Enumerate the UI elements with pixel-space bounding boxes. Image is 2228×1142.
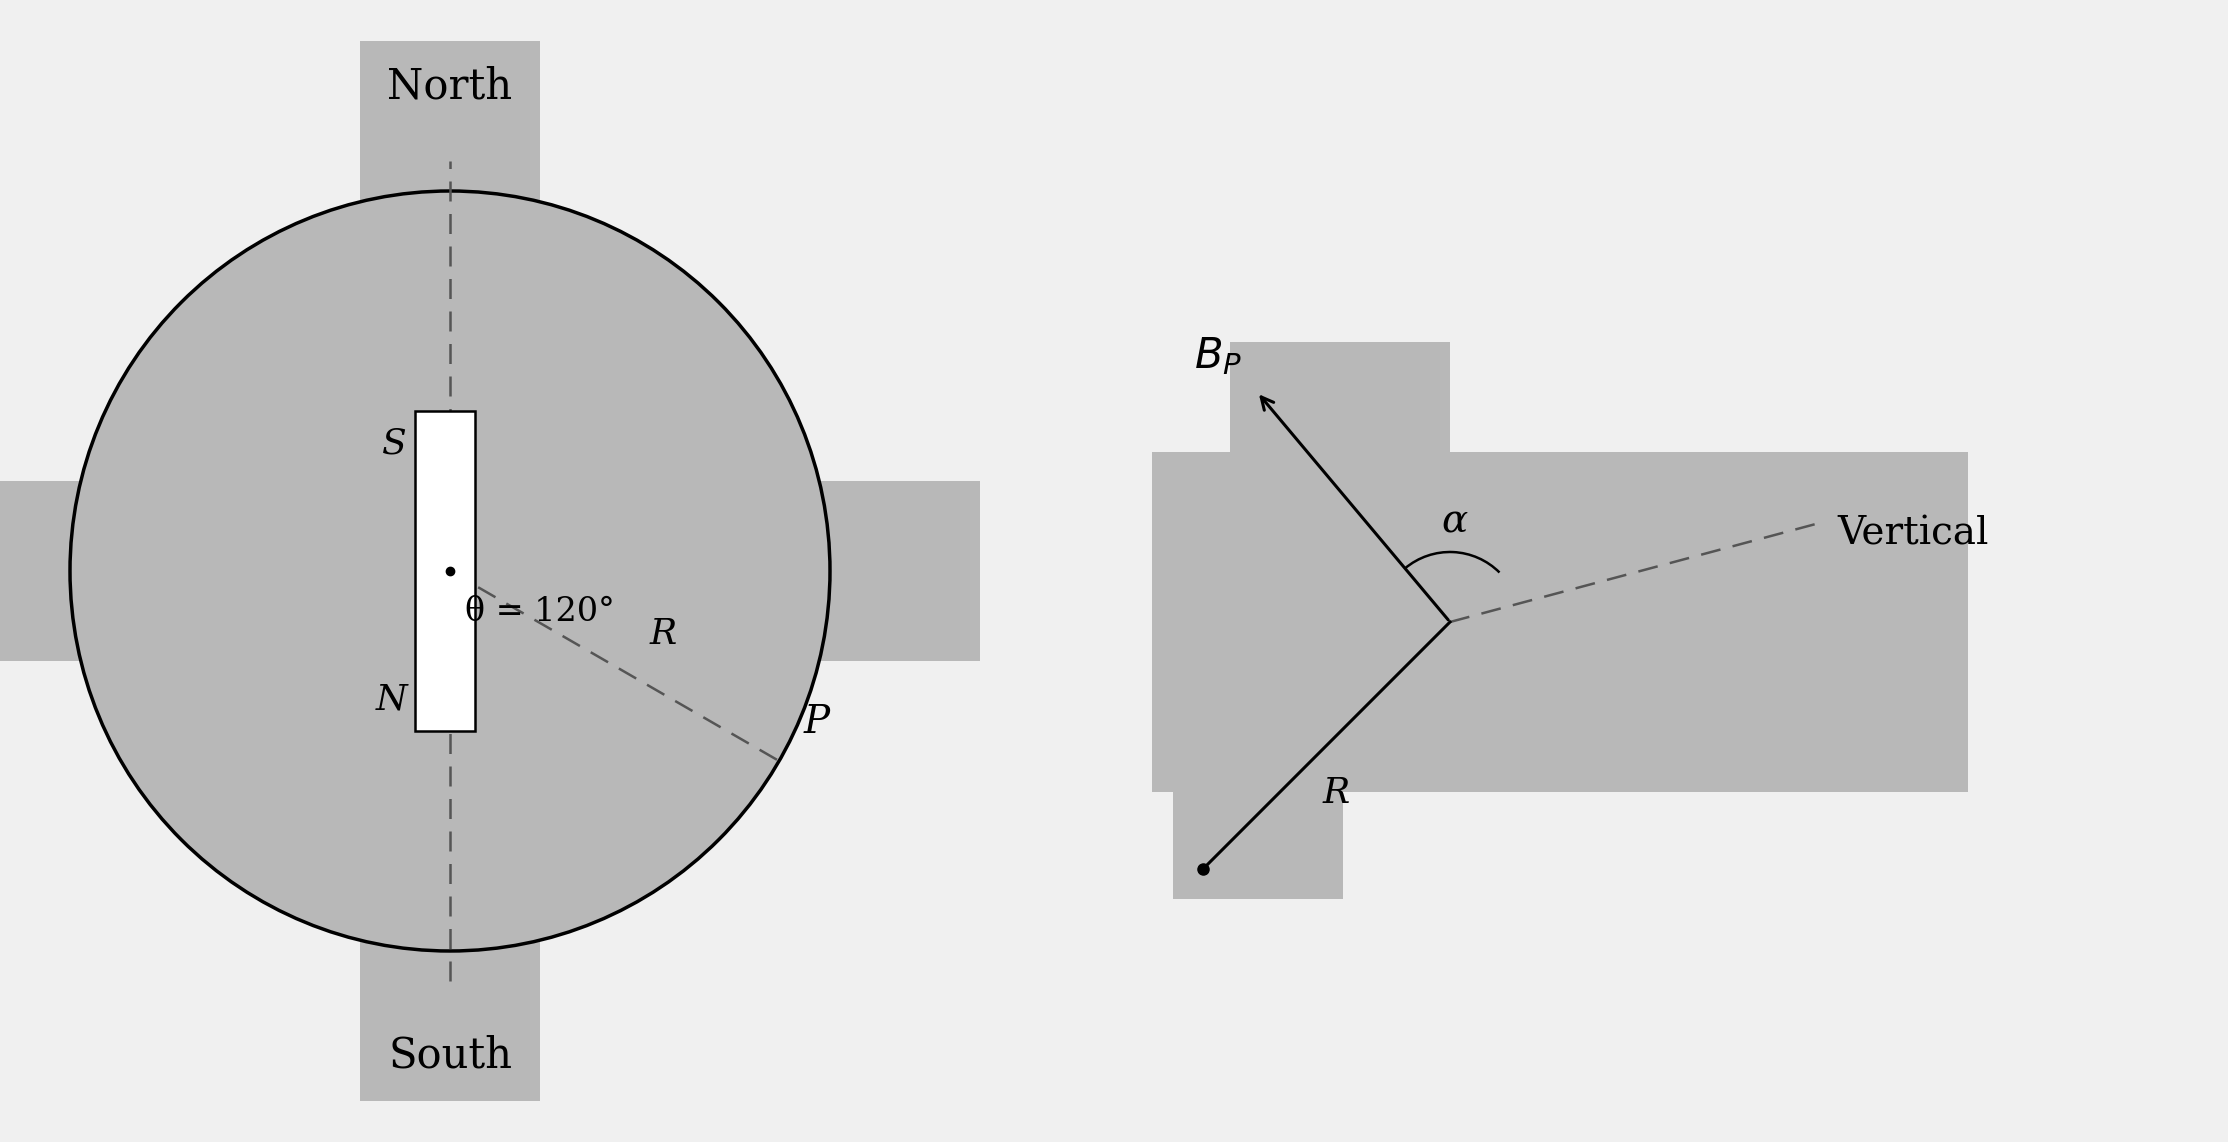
Text: R: R [651,617,677,651]
Bar [361,41,539,1101]
Text: South: South [388,1035,512,1077]
Text: North: North [388,65,512,107]
Text: Vertical: Vertical [1838,515,1987,552]
Text: $B_P$: $B_P$ [1194,336,1243,377]
Bar [1767,489,1887,637]
Bar [0,481,980,661]
Text: R: R [1323,775,1350,810]
Text: θ = 120°: θ = 120° [466,596,615,628]
Text: P: P [804,703,831,741]
Text: α: α [1442,504,1468,540]
Bar [1172,482,1343,900]
Bar [1230,343,1450,793]
Text: N: N [374,682,408,716]
Bar [1152,452,1967,793]
Bar [414,411,475,731]
Text: S: S [383,426,408,460]
Circle shape [69,191,831,951]
